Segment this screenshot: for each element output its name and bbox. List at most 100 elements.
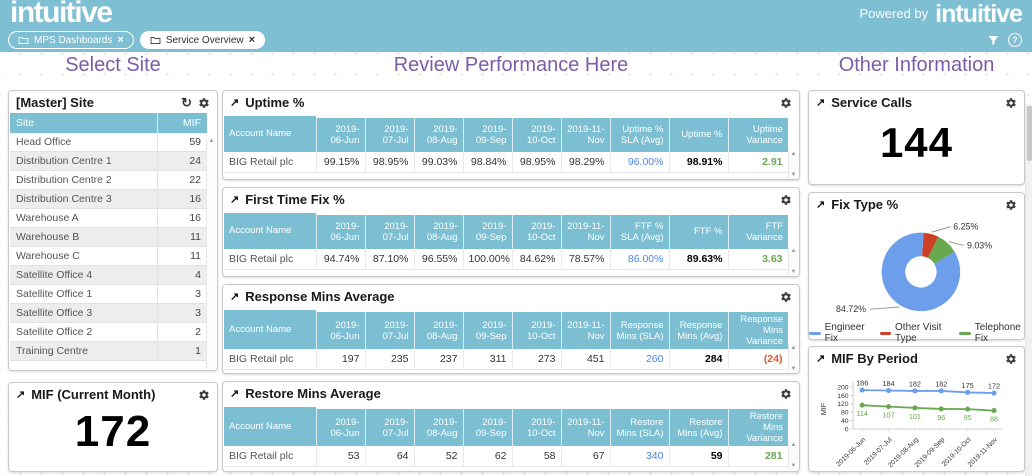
arrow-ne-icon[interactable]: ↗ — [230, 291, 240, 303]
column-header[interactable]: Uptime % SLA (Avg) — [609, 113, 669, 152]
column-header[interactable]: 2019-08-Aug — [413, 307, 463, 349]
column-header[interactable]: 2019-06-Jun — [315, 307, 365, 349]
gear-icon[interactable] — [198, 389, 210, 401]
column-header[interactable]: 2019-07-Jul — [364, 210, 414, 249]
table-row[interactable]: BIG Retail plc 94.74% 87.10% 96.55% 100.00% 8… — [224, 248, 789, 270]
column-header[interactable]: 2019-08-Aug — [413, 113, 463, 152]
help-icon[interactable]: ? — [1008, 33, 1022, 47]
gear-icon[interactable] — [780, 97, 792, 109]
column-header[interactable]: 2019-09-Sep — [462, 404, 512, 446]
table-row[interactable]: Distribution Centre 1 24 — [10, 151, 207, 171]
column-header-site[interactable]: Site — [10, 113, 157, 133]
column-header[interactable]: 2019-09-Sep — [462, 113, 512, 152]
scroll-down-icon[interactable]: ▼ — [790, 463, 797, 469]
arrow-ne-icon[interactable]: ↗ — [230, 194, 240, 206]
column-header[interactable]: Account Name — [224, 309, 316, 349]
gear-icon[interactable] — [1005, 353, 1017, 365]
column-header[interactable]: FTF % SLA (Avg) — [609, 210, 669, 249]
arrow-ne-icon[interactable]: ↗ — [816, 97, 826, 109]
table-row[interactable]: Head Office 59 — [10, 133, 207, 152]
column-header-mif[interactable]: MIF — [156, 113, 207, 133]
legend-item[interactable]: Telephone Fix — [958, 322, 1024, 344]
column-header[interactable]: 2019-11-Nov — [560, 210, 610, 249]
column-header[interactable]: FTF Variance — [727, 210, 788, 249]
column-header[interactable]: 2019-07-Jul — [364, 113, 414, 152]
column-header[interactable]: Restore Mins Variance — [727, 404, 788, 446]
scroll-down-icon[interactable]: ▼ — [790, 172, 797, 178]
table-scrollbar[interactable]: ▲ ▼ — [788, 247, 798, 276]
column-header[interactable]: 2019-09-Sep — [462, 307, 512, 349]
tab-close-icon[interactable]: × — [117, 33, 124, 46]
table-row[interactable]: Distribution Centre 3 16 — [10, 189, 207, 209]
scrollbar-thumb[interactable] — [1027, 106, 1032, 161]
column-header[interactable]: 2019-06-Jun — [315, 210, 365, 249]
column-header[interactable]: Account Name — [224, 212, 316, 249]
column-header[interactable]: 2019-11-Nov — [560, 404, 610, 446]
table-row[interactable]: BIG Retail plc 99.15% 98.95% 99.03% 98.84% 98… — [224, 151, 789, 173]
table-row[interactable]: Warehouse B 11 — [10, 227, 207, 247]
gear-icon[interactable] — [1005, 199, 1017, 211]
line-chart[interactable]: 04080120160200MIF2019-06-Jun2019-07-Jul2… — [809, 369, 1019, 469]
column-header[interactable]: 2019-07-Jul — [364, 307, 414, 349]
column-header[interactable]: 2019-06-Jun — [315, 404, 365, 446]
column-header[interactable]: 2019-11-Nov — [560, 113, 610, 152]
column-header[interactable]: 2019-06-Jun — [315, 113, 365, 152]
table-row[interactable]: Warehouse A 16 — [10, 208, 207, 228]
column-header[interactable]: 2019-09-Sep — [462, 210, 512, 249]
arrow-ne-icon[interactable]: ↗ — [16, 389, 26, 401]
scroll-up-icon[interactable]: ▲ — [790, 248, 797, 254]
arrow-ne-icon[interactable]: ↗ — [230, 388, 240, 400]
column-header[interactable]: 2019-07-Jul — [364, 404, 414, 446]
column-header[interactable]: Response Mins Variance — [727, 307, 788, 349]
table-scrollbar[interactable]: ▲ — [206, 137, 216, 369]
scroll-up-icon[interactable]: ▲ — [790, 151, 797, 157]
column-header[interactable]: FTF % — [668, 210, 728, 249]
scroll-down-icon[interactable]: ▼ — [790, 269, 797, 275]
filter-icon[interactable] — [987, 34, 1000, 47]
column-header[interactable]: Restore Mins (Avg) — [668, 404, 728, 446]
tab-mps-dashboards[interactable]: MPS Dashboards × — [8, 31, 134, 49]
column-header[interactable]: Uptime % — [668, 113, 728, 152]
tab-service-overview[interactable]: Service Overview × — [139, 31, 266, 49]
gear-icon[interactable] — [1005, 97, 1017, 109]
column-header[interactable]: Response Mins (Avg) — [668, 307, 728, 349]
tab-close-icon[interactable]: × — [248, 33, 256, 46]
table-row[interactable]: Distribution Centre 2 22 — [10, 170, 207, 190]
table-scrollbar[interactable]: ▲ ▼ — [788, 441, 798, 470]
column-header[interactable]: 2019-11-Nov — [560, 307, 610, 349]
column-header[interactable]: Response Mins (SLA) — [609, 307, 669, 349]
legend-item[interactable]: Other Visit Type — [880, 322, 947, 344]
column-header[interactable]: 2019-10-Oct — [511, 404, 561, 446]
column-header[interactable]: 2019-10-Oct — [511, 210, 561, 249]
legend-item[interactable]: Engineer Fix — [809, 322, 868, 344]
column-header[interactable]: 2019-10-Oct — [511, 113, 561, 152]
arrow-ne-icon[interactable]: ↗ — [816, 353, 826, 365]
refresh-icon[interactable]: ↻ — [181, 95, 192, 110]
gear-icon[interactable] — [780, 194, 792, 206]
donut-chart[interactable]: 6.25% 9.03% 84.72% — [809, 215, 1024, 319]
column-header[interactable]: Account Name — [224, 406, 316, 446]
scroll-up-icon[interactable]: ▲ — [790, 442, 797, 448]
gear-icon[interactable] — [780, 388, 792, 400]
scroll-up-icon[interactable]: ▲ — [208, 138, 215, 144]
column-header[interactable]: 2019-10-Oct — [511, 307, 561, 349]
arrow-ne-icon[interactable]: ↗ — [816, 199, 826, 211]
column-header[interactable]: Restore Mins (SLA) — [609, 404, 669, 446]
column-header[interactable]: 2019-08-Aug — [413, 210, 463, 249]
gear-icon[interactable] — [780, 291, 792, 303]
table-row[interactable]: Training Centre 1 — [10, 341, 207, 361]
table-row[interactable]: Warehouse C 11 — [10, 246, 207, 266]
scroll-up-icon[interactable]: ▲ — [790, 345, 797, 351]
table-row[interactable]: BIG Retail plc 197 235 237 311 273 451 260 284 (2… — [224, 349, 789, 370]
gear-icon[interactable] — [198, 97, 210, 109]
arrow-ne-icon[interactable]: ↗ — [230, 97, 240, 109]
column-header[interactable]: Uptime Variance — [727, 113, 788, 152]
column-header[interactable]: Account Name — [224, 115, 316, 152]
table-scrollbar[interactable]: ▲ ▼ — [788, 150, 798, 179]
column-header[interactable]: 2019-08-Aug — [413, 404, 463, 446]
table-scrollbar[interactable]: ▲ ▼ — [788, 344, 798, 373]
